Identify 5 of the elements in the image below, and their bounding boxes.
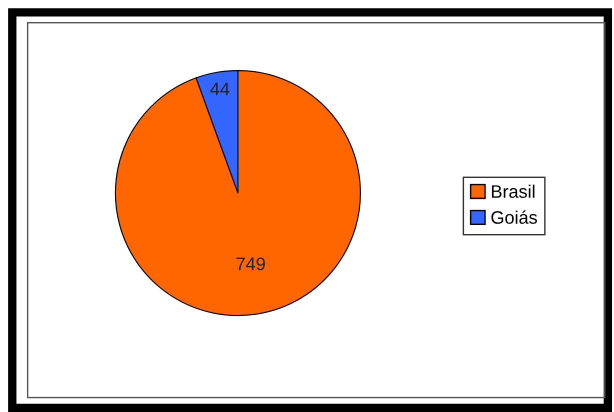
data-label: 44	[210, 82, 230, 96]
legend-label: Brasil	[492, 184, 534, 198]
data-label: 749	[236, 257, 265, 270]
legend-label: Goiás	[491, 210, 537, 224]
pie-slice	[114, 70, 361, 316]
